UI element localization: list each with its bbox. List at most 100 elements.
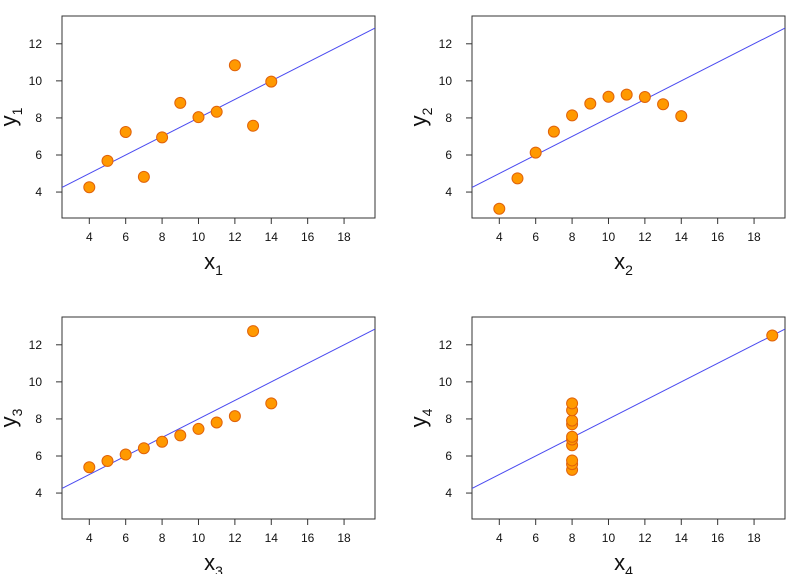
data-point xyxy=(137,170,150,183)
y-tick-label: 10 xyxy=(439,375,453,389)
data-points xyxy=(566,329,779,476)
data-point xyxy=(156,131,169,144)
data-point xyxy=(265,75,278,88)
data-point xyxy=(766,329,779,342)
data-point xyxy=(210,416,223,429)
x-tick-label: 6 xyxy=(532,531,539,545)
y-axis-label-subscript: 2 xyxy=(419,107,435,115)
x-axis-ticks: 4 6 8 10 12 14 16 18 xyxy=(86,218,351,244)
x-axis-label: x1 xyxy=(204,249,223,278)
y-tick-label: 8 xyxy=(445,412,452,426)
x-tick-label: 16 xyxy=(301,230,315,244)
data-point xyxy=(210,105,223,118)
x-axis-label-subscript: 3 xyxy=(215,563,223,574)
x-tick-label: 14 xyxy=(675,230,689,244)
x-tick-label: 14 xyxy=(265,230,279,244)
data-point xyxy=(675,110,688,123)
data-point xyxy=(620,88,633,101)
data-point xyxy=(265,397,278,410)
x-axis-ticks: 4 6 8 10 12 14 16 18 xyxy=(86,519,351,545)
data-point xyxy=(247,119,260,132)
data-point xyxy=(174,96,187,109)
y-tick-label: 6 xyxy=(35,148,42,162)
scatter-panel-3: 46810121416184681012x3y3 xyxy=(0,316,376,574)
data-point xyxy=(511,172,524,185)
y-tick-label: 12 xyxy=(439,37,453,51)
x-tick-label: 18 xyxy=(747,531,761,545)
y-axis-label-subscript: 3 xyxy=(9,408,25,416)
x-axis-ticks: 4 6 8 10 12 14 16 18 xyxy=(496,519,761,545)
x-axis-label-base: x xyxy=(204,550,215,574)
plot-frame xyxy=(471,15,786,219)
x-tick-label: 8 xyxy=(569,230,576,244)
x-tick-label: 6 xyxy=(122,230,129,244)
y-axis-ticks: 4 6 8 10 12 xyxy=(29,338,62,500)
x-tick-label: 4 xyxy=(86,531,93,545)
x-axis-label-subscript: 1 xyxy=(215,262,223,278)
y-tick-label: 12 xyxy=(29,338,43,352)
y-axis-ticks: 4 6 8 10 12 xyxy=(439,338,472,500)
x-tick-label: 12 xyxy=(638,531,652,545)
x-axis-ticks: 4 6 8 10 12 14 16 18 xyxy=(496,218,761,244)
y-axis-label-subscript: 4 xyxy=(419,408,435,416)
y-tick-label: 4 xyxy=(35,185,42,199)
data-point xyxy=(529,146,542,159)
x-tick-label: 18 xyxy=(337,230,351,244)
data-point xyxy=(247,325,260,338)
data-point xyxy=(119,126,132,139)
x-tick-label: 6 xyxy=(532,230,539,244)
y-axis-label: y4 xyxy=(406,408,435,427)
data-point xyxy=(493,202,506,215)
x-tick-label: 16 xyxy=(711,230,725,244)
x-axis-label-base: x xyxy=(614,550,625,574)
y-axis-label-base: y xyxy=(406,416,431,427)
data-point xyxy=(584,97,597,110)
plot-frame xyxy=(471,316,786,520)
y-tick-label: 8 xyxy=(35,111,42,125)
data-point xyxy=(566,109,579,122)
regression-line xyxy=(62,328,375,489)
x-axis-label-subscript: 2 xyxy=(625,262,633,278)
x-tick-label: 16 xyxy=(301,531,315,545)
y-axis-label-subscript: 1 xyxy=(9,107,25,115)
x-tick-label: 8 xyxy=(159,230,166,244)
y-tick-label: 4 xyxy=(445,486,452,500)
data-point xyxy=(119,448,132,461)
data-point xyxy=(101,154,114,167)
data-point xyxy=(192,111,205,124)
y-axis-label: y3 xyxy=(0,408,25,427)
x-tick-label: 16 xyxy=(711,531,725,545)
x-axis-label-base: x xyxy=(614,249,625,274)
x-tick-label: 14 xyxy=(265,531,279,545)
y-axis-label-base: y xyxy=(406,115,431,126)
y-axis-label-base: y xyxy=(0,416,21,427)
data-point xyxy=(638,90,651,103)
scatter-panels: 46810121416184681012x1y14681012141618468… xyxy=(0,15,786,574)
y-tick-label: 4 xyxy=(445,185,452,199)
x-axis-label-subscript: 4 xyxy=(625,563,633,574)
y-tick-label: 8 xyxy=(35,412,42,426)
regression-line xyxy=(472,27,785,188)
y-axis-label: y1 xyxy=(0,107,25,126)
data-points xyxy=(83,325,278,474)
data-point xyxy=(101,454,114,467)
data-point xyxy=(137,442,150,455)
x-tick-label: 4 xyxy=(496,230,503,244)
y-axis-ticks: 4 6 8 10 12 xyxy=(439,37,472,199)
x-tick-label: 14 xyxy=(675,531,689,545)
x-tick-label: 6 xyxy=(122,531,129,545)
data-point xyxy=(83,181,96,194)
x-tick-label: 10 xyxy=(602,230,616,244)
y-axis-label-base: y xyxy=(0,115,21,126)
x-tick-label: 18 xyxy=(337,531,351,545)
x-axis-label-base: x xyxy=(204,249,215,274)
y-tick-label: 10 xyxy=(439,74,453,88)
data-points xyxy=(493,88,688,215)
data-point xyxy=(228,410,241,423)
scatter-panel-1: 46810121416184681012x1y1 xyxy=(0,15,376,278)
data-point xyxy=(156,435,169,448)
data-point xyxy=(566,430,579,443)
